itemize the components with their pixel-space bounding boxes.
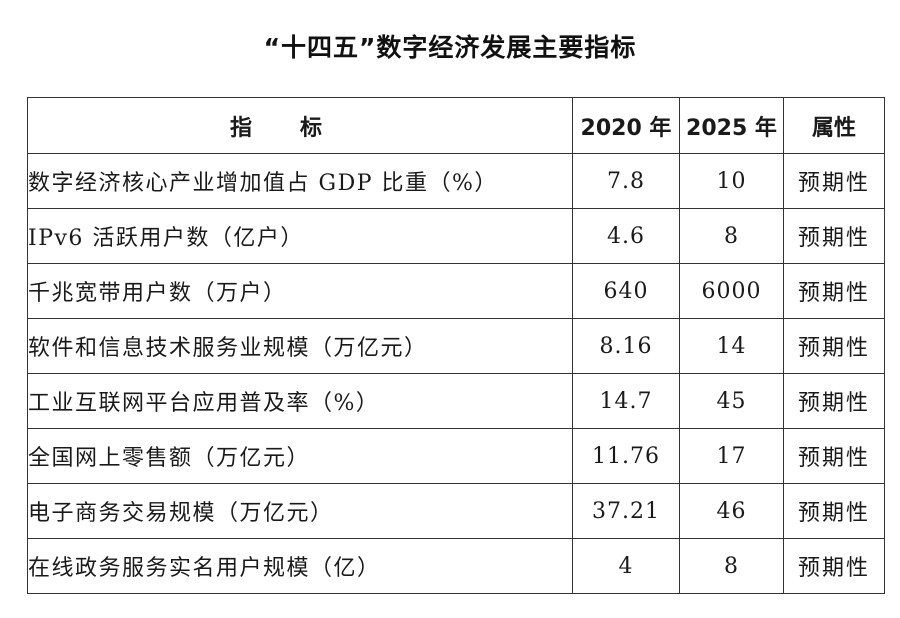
value-2025: 6000 — [679, 263, 784, 319]
value-2020: 14.7 — [572, 373, 680, 429]
attribute: 预期性 — [783, 428, 885, 484]
indicator-name: 电子商务交易规模（万亿元） — [27, 483, 573, 539]
value-2025: 17 — [679, 428, 784, 484]
value-2020: 11.76 — [572, 428, 680, 484]
value-2025: 14 — [679, 318, 784, 374]
attribute: 预期性 — [783, 263, 885, 319]
value-2020: 37.21 — [572, 483, 680, 539]
indicator-name: 千兆宽带用户数（万户） — [27, 263, 573, 319]
value-2020: 7.8 — [572, 153, 680, 209]
attribute: 预期性 — [783, 153, 885, 209]
value-2020: 4.6 — [572, 208, 680, 264]
table-row: IPv6 活跃用户数（亿户） 4.6 8 预期性 — [27, 208, 885, 264]
table-row: 软件和信息技术服务业规模（万亿元） 8.16 14 预期性 — [27, 318, 885, 374]
header-row: 指标 2020 年 2025 年 属性 — [27, 97, 885, 154]
value-2025: 10 — [679, 153, 784, 209]
header-indicator: 指标 — [27, 97, 573, 154]
table-row: 工业互联网平台应用普及率（%） 14.7 45 预期性 — [27, 373, 885, 429]
attribute: 预期性 — [783, 483, 885, 539]
table-row: 电子商务交易规模（万亿元） 37.21 46 预期性 — [27, 483, 885, 539]
value-2025: 46 — [679, 483, 784, 539]
table-row: 数字经济核心产业增加值占 GDP 比重（%） 7.8 10 预期性 — [27, 153, 885, 209]
indicator-name: 在线政务服务实名用户规模（亿） — [27, 538, 573, 594]
indicator-name: 全国网上零售额（万亿元） — [27, 428, 573, 484]
table-row: 在线政务服务实名用户规模（亿） 4 8 预期性 — [27, 538, 885, 594]
indicator-name: 软件和信息技术服务业规模（万亿元） — [27, 318, 573, 374]
table-row: 全国网上零售额（万亿元） 11.76 17 预期性 — [27, 428, 885, 484]
table-body: 数字经济核心产业增加值占 GDP 比重（%） 7.8 10 预期性 IPv6 活… — [27, 153, 885, 594]
attribute: 预期性 — [783, 373, 885, 429]
header-2025: 2025 年 — [679, 97, 784, 154]
value-2020: 8.16 — [572, 318, 680, 374]
value-2020: 4 — [572, 538, 680, 594]
attribute: 预期性 — [783, 318, 885, 374]
header-2020: 2020 年 — [572, 97, 680, 154]
table-header: 指标 2020 年 2025 年 属性 — [27, 97, 885, 154]
indicator-name: 工业互联网平台应用普及率（%） — [27, 373, 573, 429]
indicator-name: 数字经济核心产业增加值占 GDP 比重（%） — [27, 153, 573, 209]
attribute: 预期性 — [783, 208, 885, 264]
table-row: 千兆宽带用户数（万户） 640 6000 预期性 — [27, 263, 885, 319]
value-2025: 8 — [679, 538, 784, 594]
document-title: “十四五”数字经济发展主要指标 — [263, 33, 637, 62]
value-2025: 8 — [679, 208, 784, 264]
indicators-table: 指标 2020 年 2025 年 属性 数字经济核心产业增加值占 GDP 比重（… — [27, 97, 885, 594]
header-attribute: 属性 — [783, 97, 885, 154]
value-2025: 45 — [679, 373, 784, 429]
value-2020: 640 — [572, 263, 680, 319]
attribute: 预期性 — [783, 538, 885, 594]
indicator-name: IPv6 活跃用户数（亿户） — [27, 208, 573, 264]
